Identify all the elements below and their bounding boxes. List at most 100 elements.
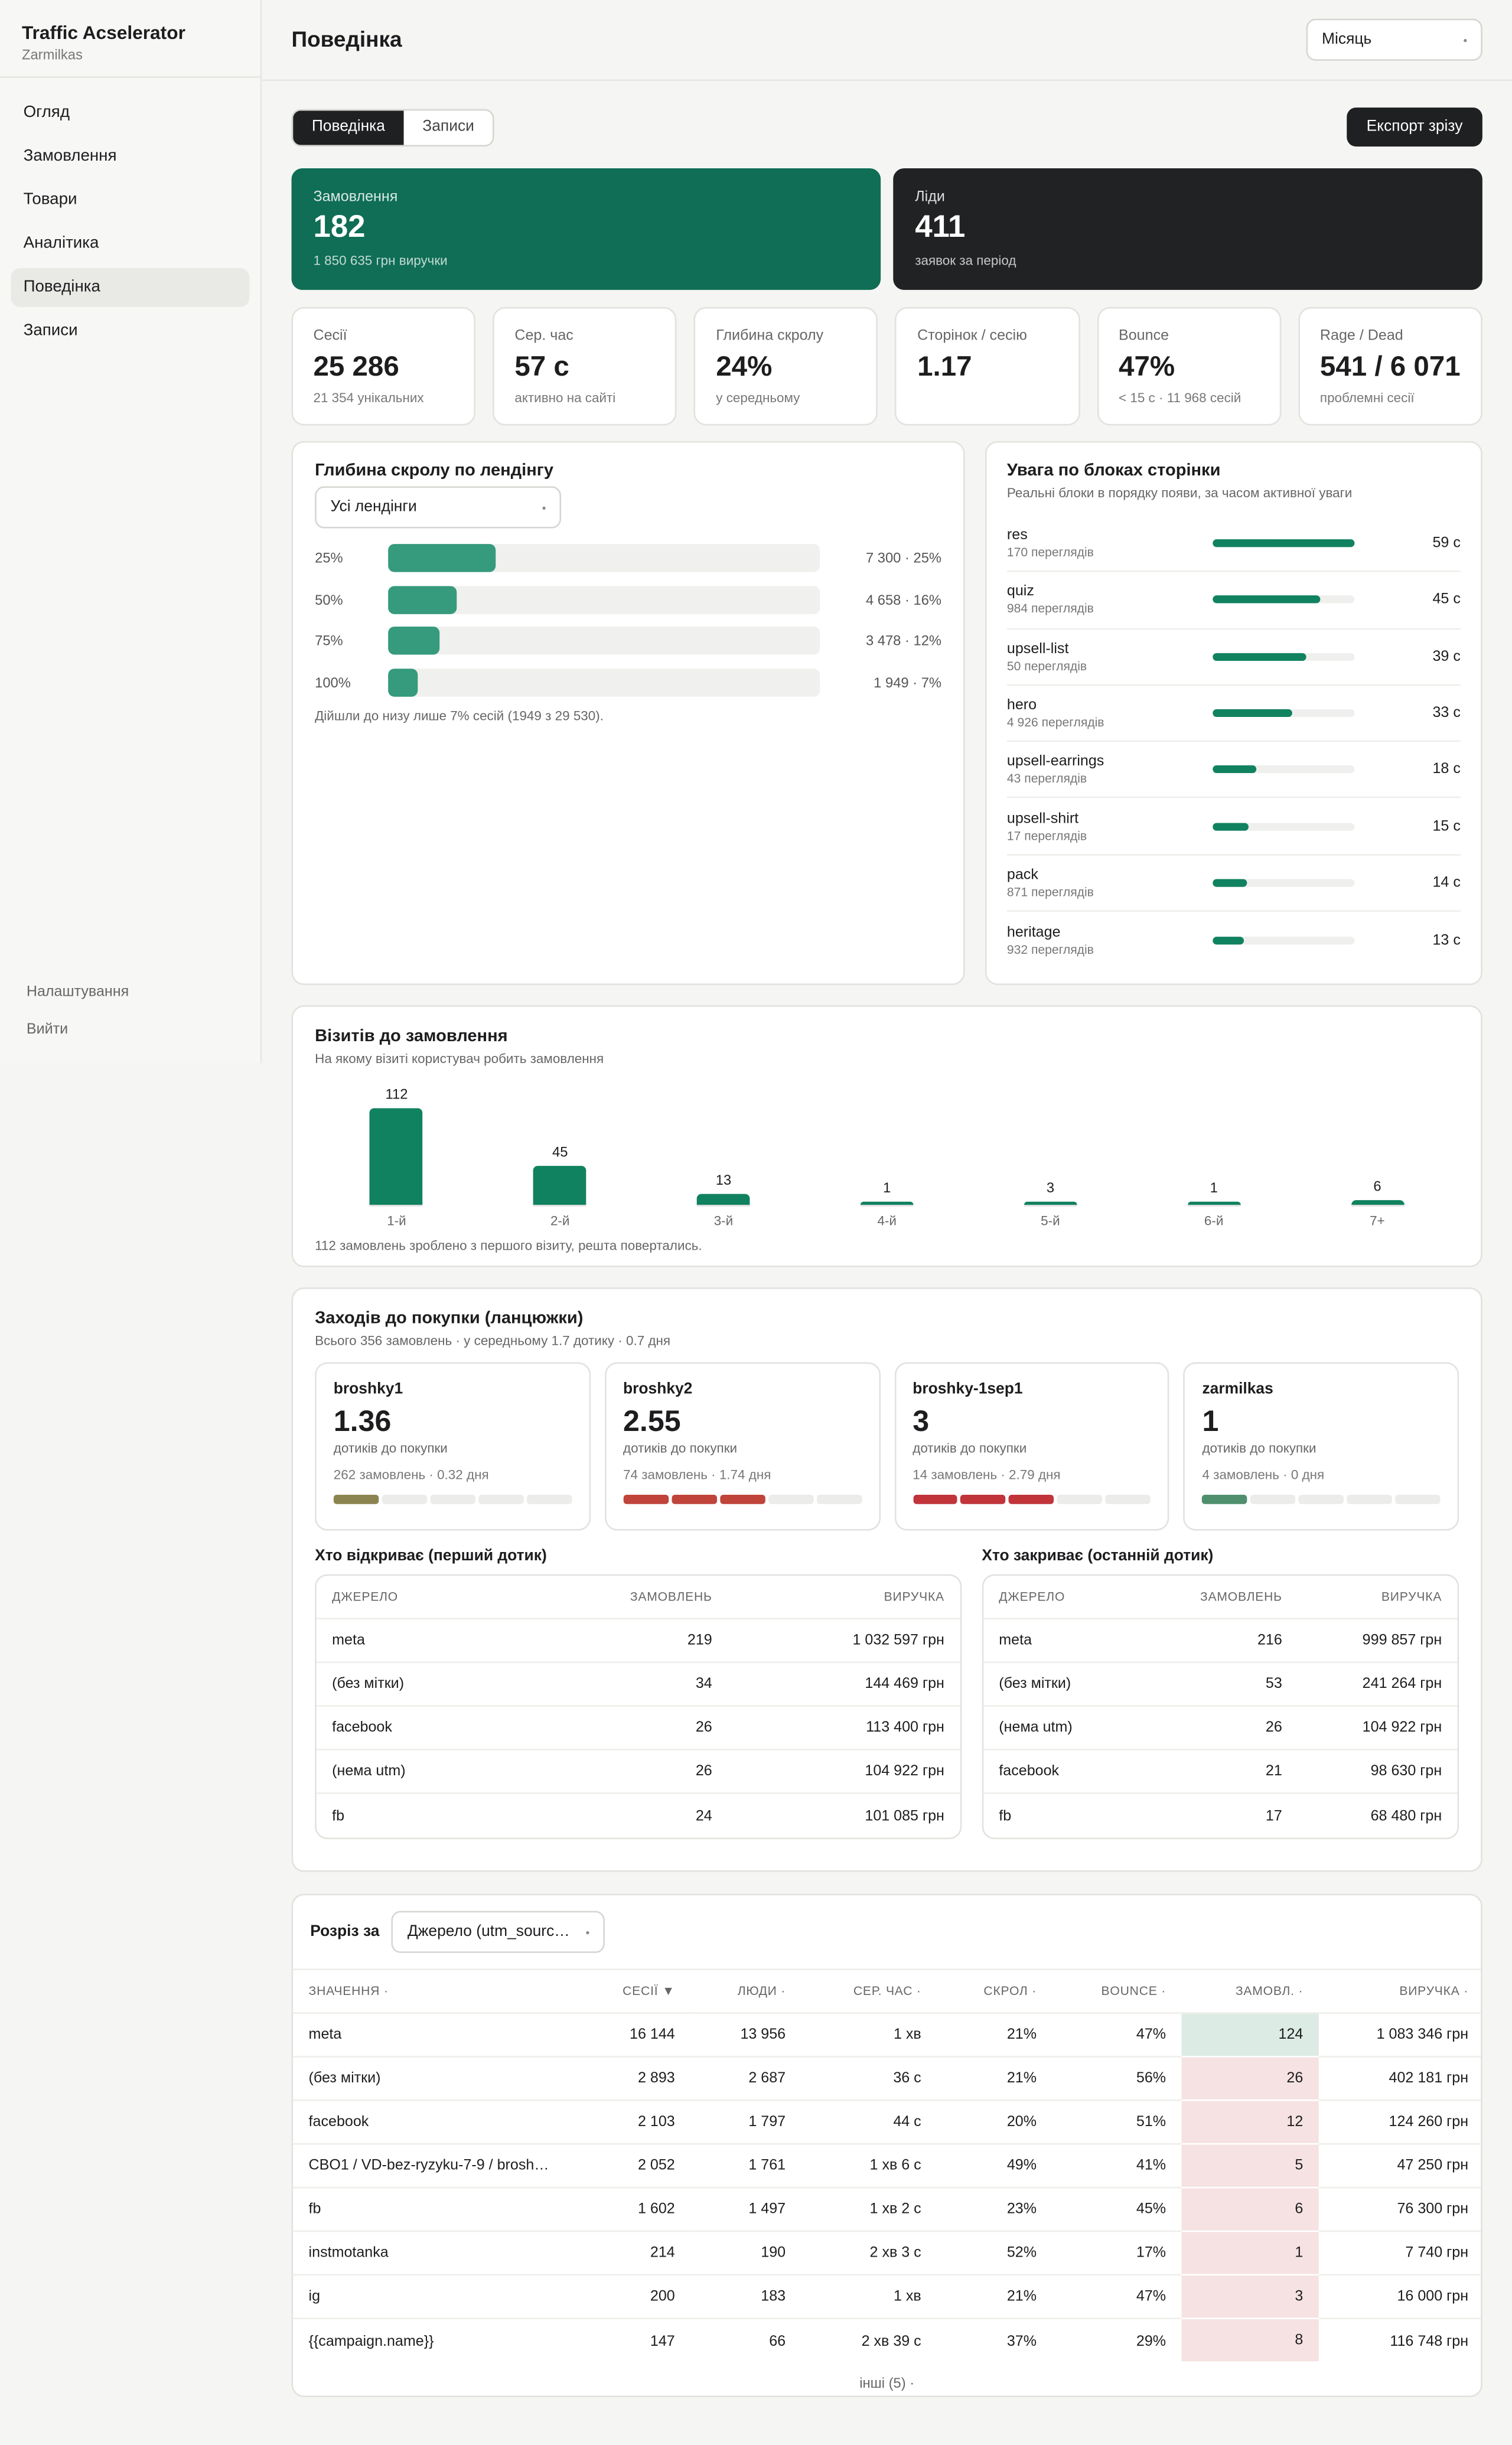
cell: facebook: [316, 1707, 514, 1750]
cell: fb: [293, 2188, 605, 2232]
block-views: 170 переглядів: [1006, 546, 1094, 560]
cell: 21%: [937, 2014, 1052, 2058]
landing-select[interactable]: Усі лендінги: [315, 486, 562, 529]
attention-row: heritage 932 переглядів 13 с: [1007, 912, 1461, 969]
column-header[interactable]: ЗАМОВЛЕНЬ: [1134, 1576, 1298, 1620]
cell: facebook: [293, 2101, 605, 2145]
tab[interactable]: Записи: [422, 118, 474, 136]
row: meta 219 1 032 597 грн: [316, 1619, 960, 1663]
track: [1213, 936, 1355, 944]
value-label: 6: [1373, 1178, 1381, 1194]
nav-item[interactable]: Налаштування: [26, 983, 129, 1001]
bar-column: 13 3-й: [642, 1078, 806, 1228]
cell: 44 с: [801, 2101, 937, 2145]
block-views: 4 926 переглядів: [1006, 715, 1104, 730]
column-header[interactable]: ЗАМОВЛЕНЬ: [514, 1576, 728, 1620]
period-select[interactable]: Місяць: [1306, 18, 1482, 61]
breakdown-header: Розріз за Джерело (utm_sourc…: [293, 1895, 1481, 1968]
block-name: quiz: [1006, 583, 1034, 601]
label: Сторінок / сесію: [917, 327, 1027, 345]
bar: [388, 586, 458, 614]
block: upsell-shirt 17 переглядів: [1007, 810, 1213, 842]
cell: 6: [1181, 2188, 1319, 2232]
cell: (нема utm): [316, 1750, 514, 1794]
nav-item[interactable]: Огляд: [23, 103, 70, 122]
column-header[interactable]: СЕР. ЧАС ·: [801, 1970, 937, 2014]
panel-title: Увага по блоках сторінки: [1006, 461, 1221, 480]
segment: [430, 1494, 475, 1504]
x-tick-label: 4-й: [860, 1205, 914, 1228]
bar-column: 3 5-й: [969, 1078, 1132, 1228]
brand: Traffic Acselerator Zarmilkas: [0, 0, 260, 78]
block-views: 50 переглядів: [1006, 658, 1087, 673]
note: 112 замовлень зроблено з першого візиту,…: [315, 1237, 702, 1253]
tab[interactable]: Поведінка: [293, 110, 404, 145]
row: ig 200 183 1 хв 21% 47% 3 16 000 грн: [293, 2276, 1481, 2320]
attention-panel: Увага по блоках сторінки Реальні блоки в …: [985, 441, 1482, 985]
bar-column: 1 6-й: [1132, 1078, 1296, 1228]
row: {{campaign.name}} 147 66 2 хв 39 с 37% 29% 8 11…: [293, 2319, 1481, 2363]
chain-card: broshky1 1.36 дотиків до покупки 262 замовл…: [315, 1362, 591, 1531]
value: 1: [1202, 1406, 1219, 1439]
segment: [526, 1494, 572, 1504]
track: [1213, 879, 1355, 887]
cell: 16 000 грн: [1318, 2276, 1481, 2320]
label: 50%: [315, 592, 343, 608]
scroll-panel: Глибина скролу по лендінгу Усі лендінги 25…: [291, 441, 965, 985]
block: pack 871 переглядів: [1007, 866, 1213, 899]
cell: 200: [604, 2276, 691, 2320]
nav-item[interactable]: Товари: [23, 190, 77, 209]
export-button[interactable]: Експорт зрізу: [1347, 107, 1482, 147]
nav-item[interactable]: Аналітика: [23, 233, 99, 253]
cell: 45%: [1052, 2188, 1182, 2232]
track: [1213, 709, 1355, 718]
cell: {{campaign.name}}: [308, 2332, 434, 2350]
cell: 51%: [1052, 2101, 1182, 2145]
row: (нема utm) 26 104 922 грн: [316, 1750, 960, 1794]
column-header[interactable]: BOUNCE ·: [1052, 1970, 1182, 2014]
source: broshky2: [623, 1381, 693, 1398]
value-label: 14 с: [1432, 874, 1461, 892]
cell: 1 хв: [801, 2276, 937, 2320]
column-header[interactable]: СЕСІЇ ▼: [604, 1970, 691, 2014]
row: (без мітки) 2 893 2 687 36 с 21% 56% 26 402 181…: [293, 2057, 1481, 2101]
column-header[interactable]: ЛЮДИ ·: [690, 1970, 801, 2014]
label: Сер. час: [514, 327, 573, 345]
dimension-select[interactable]: Джерело (utm_sourc…: [392, 1911, 606, 1953]
bar: [388, 627, 440, 656]
column-header[interactable]: ВИРУЧКА: [728, 1576, 960, 1620]
cell: 101 085 грн: [865, 1807, 944, 1825]
cell: 2 893: [604, 2058, 691, 2101]
panel-title: Глибина скролу по лендінгу: [315, 461, 553, 480]
rows: 25% 7 300 · 25% 50% 4 658 · 16% 75% 3 478 · 1…: [315, 538, 941, 704]
cell: 26: [1181, 2057, 1319, 2101]
nav-item[interactable]: Вийти: [26, 1021, 69, 1038]
label: 25%: [315, 550, 343, 566]
cell: 98 630 грн: [1298, 1750, 1458, 1794]
column-header[interactable]: СКРОЛ ·: [937, 1970, 1052, 2014]
cell: 41%: [1052, 2145, 1182, 2189]
brand-name: Traffic Acselerator: [21, 21, 185, 44]
more-button[interactable]: інші (5) ·: [859, 2375, 915, 2391]
cell: 47%: [1052, 2276, 1182, 2320]
column-header[interactable]: ВИРУЧКА: [1298, 1576, 1458, 1620]
value-label: 3 478 · 12%: [865, 633, 942, 650]
nav-item[interactable]: Поведінка: [11, 268, 250, 307]
cell: 36 с: [801, 2058, 937, 2101]
nav-item[interactable]: Записи: [23, 321, 78, 340]
table-title: Хто закриває (останній дотик): [982, 1547, 1214, 1565]
cell: 216: [1134, 1619, 1298, 1663]
meta: 74 замовлень · 1.74 дня: [623, 1466, 771, 1482]
bar: [388, 669, 419, 697]
nav-item[interactable]: Замовлення: [23, 146, 117, 165]
caption: дотиків до покупки: [913, 1440, 1027, 1456]
cell: facebook: [983, 1750, 1135, 1794]
segment: [1250, 1494, 1296, 1504]
cell: 26: [1134, 1707, 1298, 1750]
row: meta 216 999 857 грн: [983, 1619, 1458, 1663]
column-header[interactable]: ЗАМОВЛ. ·: [1181, 1970, 1319, 2014]
bar: [1213, 936, 1244, 944]
value-label: 1 949 · 7%: [874, 674, 942, 691]
column-header[interactable]: ВИРУЧКА ·: [1318, 1970, 1481, 2014]
segment: [671, 1494, 717, 1504]
